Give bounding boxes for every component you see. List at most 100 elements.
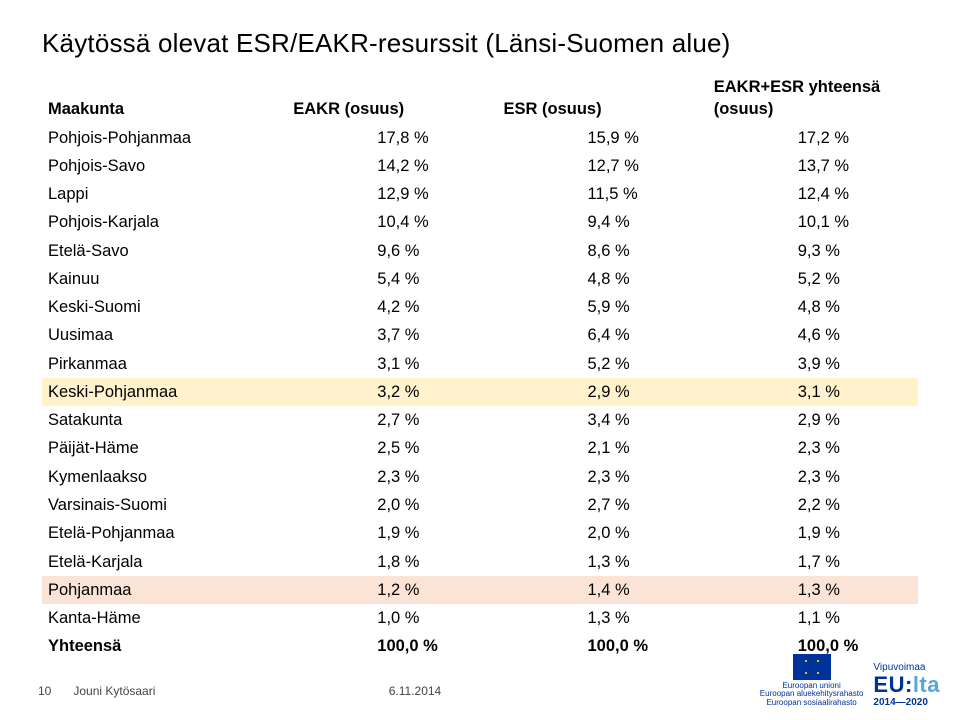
row-value: 9,6 % [287,237,497,265]
row-value: 1,1 % [708,604,918,632]
row-value: 2,9 % [498,378,708,406]
table-row: Pohjois-Savo14,2 %12,7 %13,7 % [42,152,918,180]
table-row: Varsinais-Suomi2,0 %2,7 %2,2 % [42,491,918,519]
table-row: Pohjanmaa1,2 %1,4 %1,3 % [42,576,918,604]
row-value: 1,8 % [287,548,497,576]
row-value: 3,2 % [287,378,497,406]
row-label: Etelä-Savo [42,237,287,265]
row-value: 10,1 % [708,208,918,236]
row-value: 2,7 % [287,406,497,434]
row-value: 1,7 % [708,548,918,576]
row-value: 11,5 % [498,180,708,208]
row-label: Keski-Suomi [42,293,287,321]
slide-title: Käytössä olevat ESR/EAKR-resurssit (Läns… [42,28,918,59]
table-row: Etelä-Savo9,6 %8,6 %9,3 % [42,237,918,265]
row-value: 8,6 % [498,237,708,265]
slide: Käytössä olevat ESR/EAKR-resurssit (Läns… [0,0,960,720]
row-label: Kanta-Häme [42,604,287,632]
row-value: 1,9 % [287,519,497,547]
row-value: 10,4 % [287,208,497,236]
footer-author: Jouni Kytösaari [73,684,155,698]
row-value: 2,5 % [287,434,497,462]
table-row: Pohjois-Pohjanmaa17,8 %15,9 %17,2 % [42,124,918,152]
row-value: 17,2 % [708,124,918,152]
row-label: Pirkanmaa [42,350,287,378]
row-label: Pohjois-Savo [42,152,287,180]
row-value: 14,2 % [287,152,497,180]
row-value: 1,3 % [708,576,918,604]
row-value: 2,1 % [498,434,708,462]
page-number: 10 [38,684,70,698]
row-value: 2,0 % [498,519,708,547]
row-value: 3,7 % [287,321,497,349]
vipuvoimaa-logo: Vipuvoimaa EU:lta 2014—2020 [873,663,940,708]
row-label: Keski-Pohjanmaa [42,378,287,406]
row-value: 2,2 % [708,491,918,519]
table-row: Etelä-Karjala1,8 %1,3 %1,7 % [42,548,918,576]
row-value: 12,4 % [708,180,918,208]
row-value: 100,0 % [498,632,708,660]
table-row: Päijät-Häme2,5 %2,1 %2,3 % [42,434,918,462]
table-row: Pirkanmaa3,1 %5,2 %3,9 % [42,350,918,378]
row-value: 3,1 % [287,350,497,378]
table-row: Keski-Suomi4,2 %5,9 %4,8 % [42,293,918,321]
row-value: 17,8 % [287,124,497,152]
table-row: Satakunta2,7 %3,4 %2,9 % [42,406,918,434]
vipu-years: 2014—2020 [873,698,940,709]
row-value: 2,3 % [708,463,918,491]
row-label: Varsinais-Suomi [42,491,287,519]
row-value: 12,9 % [287,180,497,208]
row-value: 3,9 % [708,350,918,378]
slide-footer: 10 Jouni Kytösaari 6.11.2014 [38,684,441,698]
row-value: 3,4 % [498,406,708,434]
table-row: Uusimaa3,7 %6,4 %4,6 % [42,321,918,349]
row-value: 3,1 % [708,378,918,406]
col-header-4: EAKR+ESR yhteensä (osuus) [708,73,918,124]
row-value: 2,0 % [287,491,497,519]
row-label: Kymenlaakso [42,463,287,491]
row-label: Pohjois-Karjala [42,208,287,236]
col-header-2: EAKR (osuus) [287,73,497,124]
row-value: 13,7 % [708,152,918,180]
row-label: Pohjois-Pohjanmaa [42,124,287,152]
eu-flag-icon [793,654,831,680]
table-row: Lappi12,9 %11,5 %12,4 % [42,180,918,208]
logo-area: Euroopan unioni Euroopan aluekehitysraha… [760,654,940,708]
col-header-1: Maakunta [42,73,287,124]
data-table: Maakunta EAKR (osuus) ESR (osuus) EAKR+E… [42,73,918,661]
row-value: 9,4 % [498,208,708,236]
row-value: 5,4 % [287,265,497,293]
row-label: Uusimaa [42,321,287,349]
vipu-big: EU:lta [873,673,940,696]
row-value: 2,3 % [708,434,918,462]
row-value: 5,2 % [708,265,918,293]
row-value: 4,8 % [498,265,708,293]
row-label: Etelä-Pohjanmaa [42,519,287,547]
row-value: 6,4 % [498,321,708,349]
row-label: Satakunta [42,406,287,434]
table-row: Pohjois-Karjala10,4 %9,4 %10,1 % [42,208,918,236]
eu-text-3: Euroopan sosiaalirahasto [766,699,856,708]
row-value: 1,3 % [498,604,708,632]
row-value: 2,9 % [708,406,918,434]
row-label: Lappi [42,180,287,208]
table-row: Kainuu5,4 %4,8 %5,2 % [42,265,918,293]
row-value: 9,3 % [708,237,918,265]
row-label: Etelä-Karjala [42,548,287,576]
row-value: 4,8 % [708,293,918,321]
row-value: 100,0 % [287,632,497,660]
row-label: Kainuu [42,265,287,293]
row-label: Yhteensä [42,632,287,660]
row-value: 12,7 % [498,152,708,180]
row-value: 2,3 % [287,463,497,491]
row-value: 4,6 % [708,321,918,349]
footer-date: 6.11.2014 [389,684,442,698]
table-header-row: Maakunta EAKR (osuus) ESR (osuus) EAKR+E… [42,73,918,124]
row-value: 4,2 % [287,293,497,321]
col-header-3: ESR (osuus) [498,73,708,124]
row-value: 2,3 % [498,463,708,491]
row-value: 1,0 % [287,604,497,632]
row-value: 1,4 % [498,576,708,604]
row-label: Päijät-Häme [42,434,287,462]
row-value: 15,9 % [498,124,708,152]
